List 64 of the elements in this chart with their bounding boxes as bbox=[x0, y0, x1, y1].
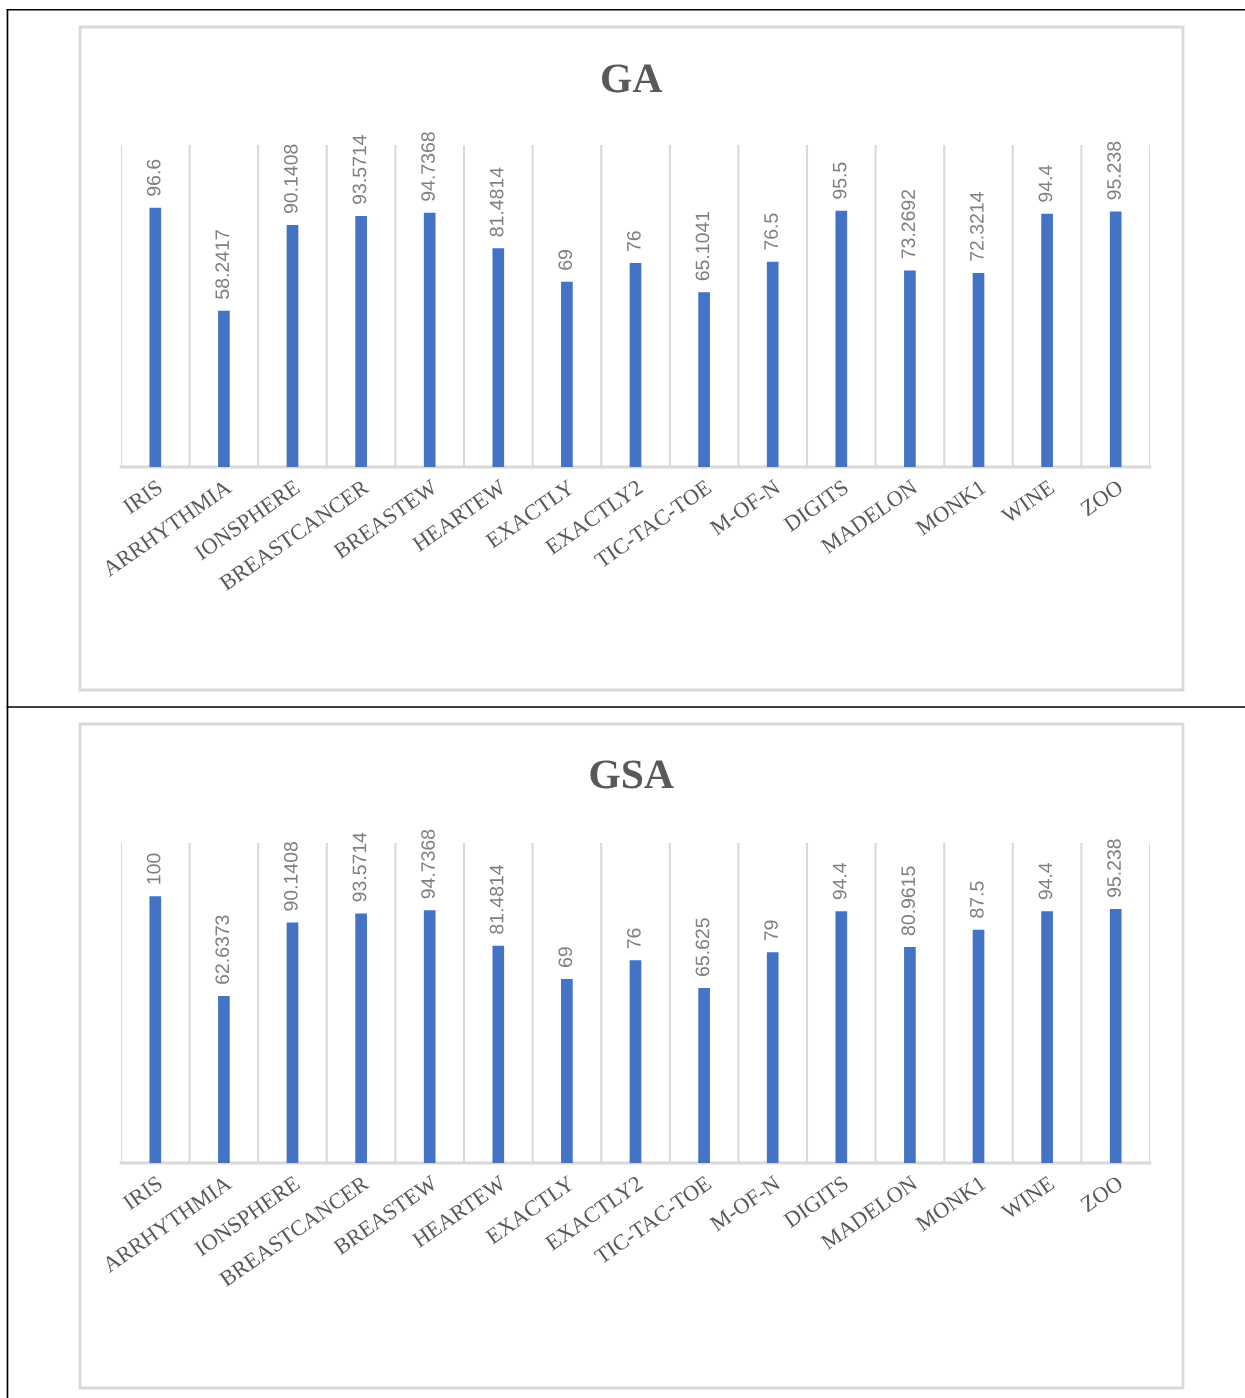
data-label: 94.7368 bbox=[421, 132, 435, 201]
data-label: 81.4814 bbox=[489, 167, 504, 237]
data-label: 94.4 bbox=[1038, 862, 1053, 900]
data-label: 73.2692 bbox=[901, 189, 916, 259]
chart-title: GSA bbox=[590, 760, 674, 789]
bar bbox=[355, 215, 367, 467]
data-label: 58.2417 bbox=[215, 230, 230, 299]
bar bbox=[218, 995, 230, 1163]
data-label: 94.4 bbox=[1038, 165, 1053, 202]
bar bbox=[972, 272, 985, 467]
data-label: 95.238 bbox=[1107, 839, 1121, 898]
bar bbox=[149, 896, 162, 1163]
bar bbox=[423, 910, 436, 1163]
data-label: 96.6 bbox=[146, 159, 161, 196]
bar bbox=[904, 947, 916, 1163]
bar bbox=[766, 261, 779, 467]
bar bbox=[1109, 211, 1122, 467]
bar bbox=[629, 960, 642, 1163]
data-label: 81.4814 bbox=[489, 864, 504, 934]
bar bbox=[492, 945, 505, 1163]
bar bbox=[149, 207, 162, 467]
data-label: 93.5714 bbox=[352, 135, 367, 204]
data-label: 90.1408 bbox=[283, 144, 298, 214]
data-label: 94.7368 bbox=[421, 829, 435, 899]
data-label: 62.6373 bbox=[215, 915, 230, 984]
bar bbox=[629, 263, 642, 467]
data-label: 87.5 bbox=[969, 881, 984, 918]
data-label: 95.5 bbox=[832, 162, 847, 199]
data-label: 65.1041 bbox=[695, 211, 710, 281]
bar bbox=[1041, 911, 1053, 1163]
bar bbox=[561, 281, 573, 467]
bar bbox=[1109, 909, 1122, 1163]
data-label: 100 bbox=[146, 853, 161, 884]
data-label: 65.625 bbox=[695, 918, 710, 976]
bar bbox=[698, 292, 710, 467]
data-label: 76 bbox=[626, 928, 641, 949]
bar bbox=[492, 248, 505, 467]
data-label: 94.4 bbox=[832, 862, 847, 900]
data-label: 69 bbox=[558, 250, 573, 270]
bar bbox=[1041, 213, 1053, 467]
bar bbox=[972, 929, 985, 1163]
data-label: 95.238 bbox=[1107, 141, 1121, 200]
data-label: 80.9615 bbox=[901, 866, 916, 936]
data-label: 69 bbox=[558, 947, 573, 967]
data-label: 76.5 bbox=[764, 213, 778, 250]
bar bbox=[835, 210, 848, 467]
bar bbox=[698, 988, 710, 1163]
bar bbox=[561, 979, 573, 1163]
data-label: 79 bbox=[764, 920, 778, 941]
data-label: 90.1408 bbox=[283, 842, 298, 911]
data-label: 72.3214 bbox=[969, 192, 984, 261]
x-tick-label: ZOO bbox=[1079, 479, 1124, 517]
bar bbox=[766, 952, 779, 1163]
chart-title: GA bbox=[602, 64, 663, 93]
bar bbox=[286, 922, 299, 1163]
x-tick-label: ZOO bbox=[1079, 1175, 1124, 1213]
bar bbox=[355, 913, 367, 1163]
bar bbox=[218, 310, 230, 467]
bar bbox=[904, 270, 916, 467]
bar bbox=[286, 225, 299, 467]
bar bbox=[835, 911, 848, 1163]
data-label: 93.5714 bbox=[352, 832, 367, 902]
bar bbox=[423, 212, 436, 467]
data-label: 76 bbox=[626, 231, 641, 251]
